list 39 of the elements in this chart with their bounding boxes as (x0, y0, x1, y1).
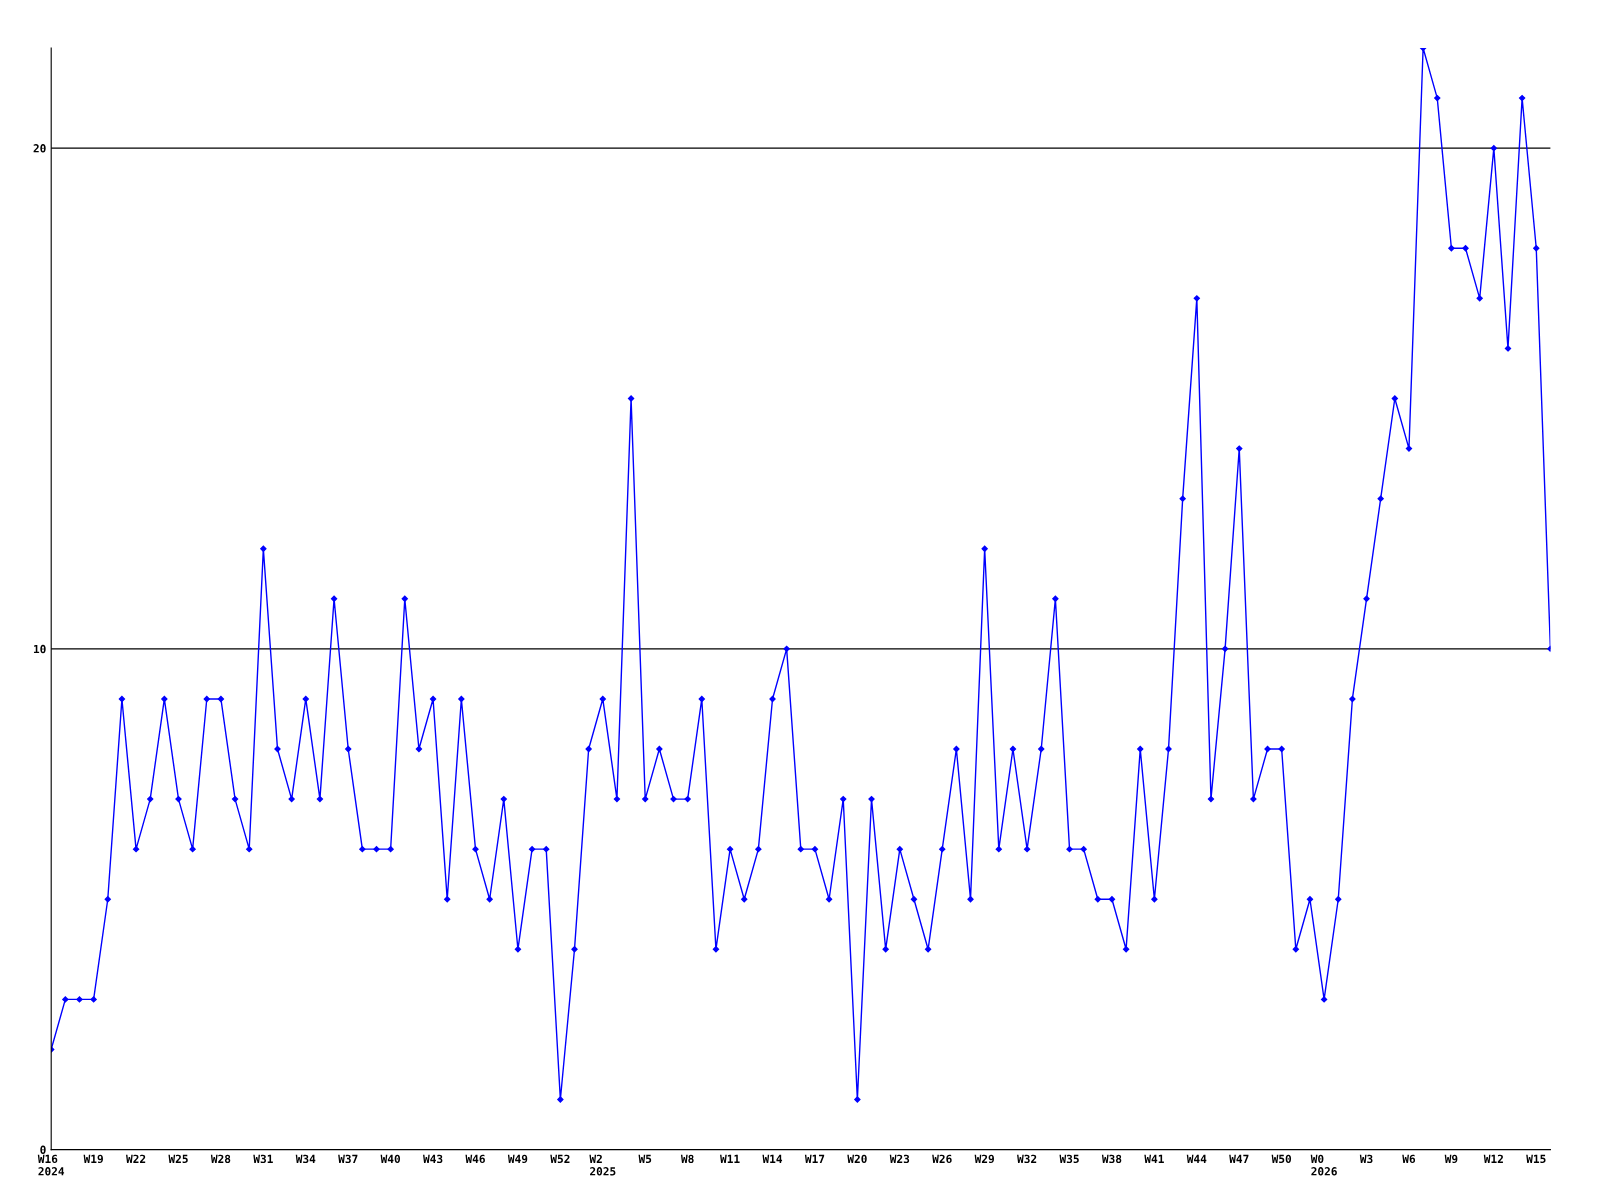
x-tick-label: W43 (423, 1154, 443, 1164)
x-tick-label: W37 (338, 1154, 358, 1164)
x-tick-label: W5 (638, 1154, 652, 1164)
x-tick-label: W9 (1444, 1154, 1458, 1164)
x-tick-label: W41 (1144, 1154, 1164, 1163)
x-tick-label: W15 (1526, 1154, 1546, 1164)
x-tick-label: W26 (932, 1154, 952, 1164)
x-tick-label: W19 (83, 1154, 103, 1164)
y-tick-label: 20 (33, 144, 46, 153)
x-tick-label: W20 (847, 1154, 867, 1164)
x-tick-label: W16 2024 (37, 1154, 65, 1176)
y-tick-label: 0 (40, 1145, 46, 1154)
x-tick-label: W29 (974, 1154, 994, 1164)
x-tick-label: W40 (380, 1154, 401, 1164)
x-tick-label: W32 (1017, 1154, 1037, 1164)
x-tick-label: W28 (210, 1154, 231, 1164)
x-tick-label: W2 2025 (589, 1154, 616, 1176)
y-tick-label: 10 (33, 644, 46, 654)
x-tick-label: W50 (1271, 1154, 1292, 1164)
x-tick-label: W8 (680, 1154, 694, 1164)
x-tick-label: W31 (253, 1154, 273, 1164)
x-tick-label: W14 (762, 1154, 783, 1163)
x-tick-label: W0 2026 (1310, 1154, 1337, 1176)
x-tick-label: W11 (720, 1154, 740, 1163)
x-tick-label: W44 (1186, 1154, 1207, 1163)
x-tick-label: W6 (1402, 1154, 1416, 1164)
x-tick-label: W47 (1229, 1154, 1249, 1163)
x-tick-label: W49 (507, 1154, 528, 1164)
x-tick-label: W22 (126, 1154, 146, 1163)
x-tick-label: W17 (804, 1154, 825, 1163)
x-tick-label: W3 (1359, 1154, 1373, 1164)
x-tick-label: W23 (889, 1154, 910, 1164)
x-tick-label: W52 (550, 1154, 570, 1164)
x-tick-label: W35 (1059, 1154, 1079, 1164)
x-tick-label: W12 (1483, 1154, 1503, 1163)
x-tick-label: W34 (295, 1154, 316, 1164)
x-tick-label: W46 (465, 1154, 485, 1164)
x-tick-label: W25 (168, 1154, 188, 1164)
x-tick-label: W38 (1101, 1154, 1122, 1164)
